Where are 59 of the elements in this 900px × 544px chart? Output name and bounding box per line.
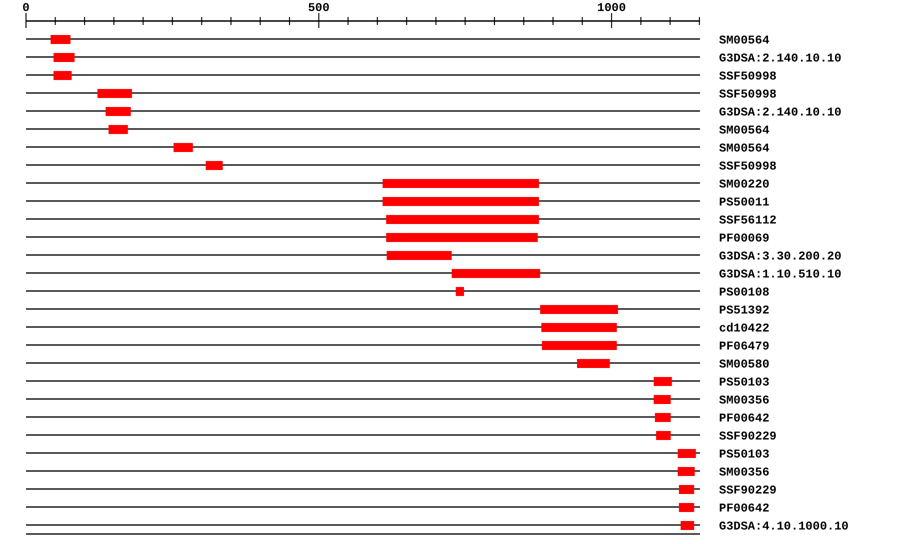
bar <box>678 503 694 512</box>
y-tick-label: SSF50998 <box>719 87 777 102</box>
bar <box>678 449 696 458</box>
y-tick-label: G3DSA:2.140.10.10 <box>719 51 842 66</box>
y-tick-label: G3DSA:2.140.10.10 <box>719 105 842 120</box>
bar <box>206 161 223 170</box>
bar <box>654 395 671 404</box>
bar <box>656 431 671 440</box>
bar <box>678 485 694 494</box>
y-tick-label: SM00580 <box>719 357 770 372</box>
y-tick-label: PS50103 <box>719 447 770 462</box>
y-tick-label: SM00564 <box>719 141 770 156</box>
bar <box>456 287 464 296</box>
bar <box>386 251 452 260</box>
bar <box>541 323 617 332</box>
bar <box>382 197 539 206</box>
bar <box>106 107 131 116</box>
y-tick-label: PS50103 <box>719 375 770 390</box>
x-tick-label: 1000 <box>597 1 626 15</box>
y-tick-label: PS51392 <box>719 303 770 318</box>
bar <box>678 467 695 476</box>
y-tick-label: SSF56112 <box>719 213 777 228</box>
y-tick-label: SSF90229 <box>719 429 777 444</box>
x-tick-label: 500 <box>308 1 330 15</box>
y-tick-label: SSF50998 <box>719 69 777 84</box>
y-tick-label: PS00108 <box>719 285 770 300</box>
y-tick-label: SM00220 <box>719 177 770 192</box>
bar <box>174 143 193 152</box>
y-tick-label: PS50011 <box>719 195 770 210</box>
y-tick-label: PF00642 <box>719 411 770 426</box>
y-tick-label: PF00642 <box>719 501 770 516</box>
y-tick-label: PF00069 <box>719 231 770 246</box>
y-tick-label: SM00564 <box>719 123 770 138</box>
bar <box>108 125 128 134</box>
bar <box>382 179 539 188</box>
bar <box>54 53 75 62</box>
y-tick-label: cd10422 <box>719 321 770 336</box>
y-tick-label: SSF50998 <box>719 159 777 174</box>
bar <box>542 341 617 350</box>
bar <box>386 233 538 242</box>
x-tick-label: 0 <box>22 1 30 15</box>
y-tick-label: SM00564 <box>719 33 770 48</box>
bar <box>54 71 72 80</box>
y-tick-label: PF06479 <box>719 339 770 354</box>
bar <box>654 377 672 386</box>
bar <box>452 269 540 278</box>
bar <box>680 521 694 530</box>
y-tick-label: G3DSA:3.30.200.20 <box>719 249 842 264</box>
y-tick-label: SM00356 <box>719 465 770 480</box>
y-tick-label: SSF90229 <box>719 483 777 498</box>
bar <box>654 413 671 422</box>
bar <box>50 35 71 44</box>
bar <box>386 215 539 224</box>
y-tick-label: SM00356 <box>719 393 770 408</box>
bar <box>97 89 132 98</box>
y-tick-label: G3DSA:4.10.1000.10 <box>719 519 849 534</box>
y-tick-label: G3DSA:1.10.510.10 <box>719 267 842 282</box>
bar <box>577 359 610 368</box>
bar <box>540 305 618 314</box>
